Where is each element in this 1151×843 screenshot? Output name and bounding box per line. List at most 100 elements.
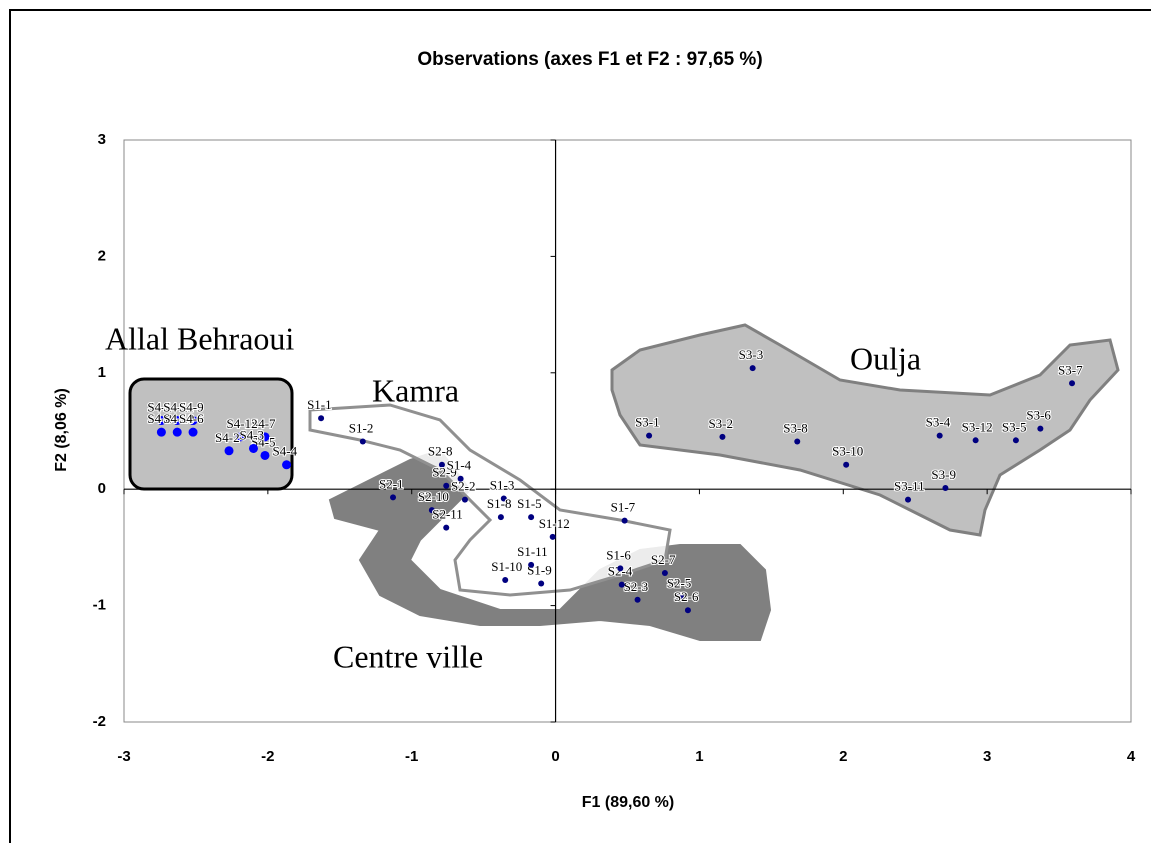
point-label: S3-8 xyxy=(783,420,808,435)
point xyxy=(1012,437,1019,444)
point-label: S2-2 xyxy=(451,479,476,494)
point xyxy=(188,416,198,426)
point xyxy=(497,514,504,521)
y-tick-label: 1 xyxy=(98,364,106,381)
point-label: S4-2 xyxy=(215,430,240,445)
x-tick-label: -2 xyxy=(261,748,274,765)
point-label: S2-7 xyxy=(651,552,676,567)
point xyxy=(621,517,628,524)
point-label: S3-1 xyxy=(635,415,660,430)
point-label: S2-1 xyxy=(379,476,404,491)
point-label: S1-2 xyxy=(349,420,374,435)
y-tick-label: -1 xyxy=(93,597,106,614)
point xyxy=(528,514,535,521)
point xyxy=(618,581,625,588)
region-label: Allal Behraoui xyxy=(105,320,294,356)
point-label: S2-8 xyxy=(428,444,453,459)
point-label: S3-10 xyxy=(832,444,863,459)
point-label: S3-11 xyxy=(894,479,925,494)
point xyxy=(224,446,234,456)
point xyxy=(236,432,246,442)
point xyxy=(443,524,450,531)
point-label: S4-12 xyxy=(227,416,258,431)
point-label: S4-11 xyxy=(163,400,194,415)
outer-frame xyxy=(9,9,1151,843)
point xyxy=(461,496,468,503)
point xyxy=(646,432,653,439)
point-label: S4-7 xyxy=(251,416,276,431)
point xyxy=(936,432,943,439)
point-label: S3-6 xyxy=(1026,408,1051,423)
point xyxy=(156,416,166,426)
x-tick-label: 2 xyxy=(839,748,847,765)
y-tick-label: -2 xyxy=(93,713,106,730)
point-label: S1-5 xyxy=(517,496,542,511)
point xyxy=(684,607,691,614)
x-tick-label: 4 xyxy=(1127,748,1136,765)
point-label: S3-7 xyxy=(1058,362,1083,377)
hull-kamra xyxy=(308,403,672,597)
point xyxy=(1037,425,1044,432)
point-label: S1-10 xyxy=(491,559,522,574)
point-label: S1-11 xyxy=(517,544,548,559)
point xyxy=(359,438,366,445)
x-tick-label: 1 xyxy=(695,748,703,765)
point-label: S3-5 xyxy=(1002,419,1027,434)
point-label: S1-7 xyxy=(611,500,636,515)
point xyxy=(500,495,507,502)
x-axis-label: F1 (89,60 %) xyxy=(582,794,674,811)
y-tick-label: 3 xyxy=(98,131,106,148)
point xyxy=(260,432,270,442)
point-label: S2-6 xyxy=(674,589,699,604)
point xyxy=(188,427,198,437)
point xyxy=(457,475,464,482)
point xyxy=(749,365,756,372)
point-label: S1-3 xyxy=(490,477,515,492)
point xyxy=(661,570,668,577)
point-label: S4-10 xyxy=(163,411,194,426)
x-tick-label: 0 xyxy=(551,748,559,765)
point xyxy=(942,485,949,492)
point-label: S1-12 xyxy=(539,516,570,531)
region-label: Kamra xyxy=(372,372,459,408)
point xyxy=(843,461,850,468)
point-label: S3-12 xyxy=(962,419,993,434)
region-label: Centre ville xyxy=(333,638,483,674)
x-tick-label: -1 xyxy=(405,748,418,765)
point-label: S1-4 xyxy=(447,458,472,473)
point-label: S4-4 xyxy=(273,444,298,459)
point xyxy=(156,427,166,437)
point-label: S3-3 xyxy=(739,347,764,362)
point xyxy=(794,438,801,445)
point-label: S4-9 xyxy=(179,400,204,415)
point xyxy=(428,507,435,514)
point xyxy=(390,494,397,501)
point xyxy=(438,461,445,468)
point-label: S2-3 xyxy=(624,579,649,594)
point xyxy=(248,443,258,453)
point-label: S2-9 xyxy=(432,465,457,480)
point-label: S2-10 xyxy=(418,489,449,504)
point xyxy=(617,565,624,572)
point xyxy=(1069,380,1076,387)
point xyxy=(282,460,292,470)
point-label: S4-3 xyxy=(239,427,264,442)
point xyxy=(443,482,450,489)
y-tick-label: 0 xyxy=(98,480,106,497)
point xyxy=(538,580,545,587)
point-label: S4-6 xyxy=(179,411,204,426)
hull-oulja xyxy=(610,323,1120,537)
point xyxy=(502,576,509,583)
point-label: S2-5 xyxy=(667,575,692,590)
point-label: S1-6 xyxy=(606,547,631,562)
point-label: S1-1 xyxy=(307,397,332,412)
point xyxy=(905,496,912,503)
point xyxy=(172,427,182,437)
point-label: S1-8 xyxy=(487,496,512,511)
point xyxy=(172,416,182,426)
point xyxy=(318,415,325,422)
point xyxy=(677,593,684,600)
point-label: S3-2 xyxy=(708,416,733,431)
point xyxy=(972,437,979,444)
